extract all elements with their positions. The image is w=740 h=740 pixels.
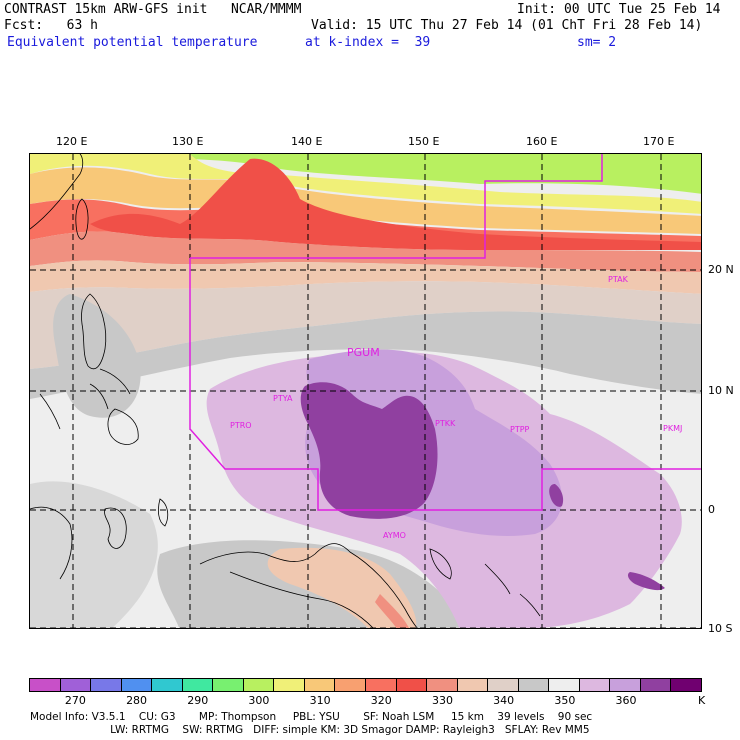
colorbar-swatch bbox=[30, 679, 60, 691]
band-orange bbox=[30, 167, 701, 234]
band-tan bbox=[30, 281, 701, 369]
station-pkmj: PKMJ bbox=[663, 424, 682, 433]
band-yellow bbox=[30, 154, 701, 214]
band-green bbox=[30, 154, 701, 194]
dark-purple-core bbox=[300, 382, 438, 519]
dark-purple-blob-se bbox=[627, 572, 665, 591]
lat-label-10s: 10 S bbox=[708, 622, 733, 635]
colorbar-tick-label: 310 bbox=[309, 694, 331, 707]
sulawesi-coast bbox=[104, 507, 127, 549]
lon-label-120: 120 E bbox=[56, 135, 88, 148]
theta-e-field: PTAK PGUM PTYA PTRO PTKK PTPP PKMJ AYMO bbox=[30, 154, 701, 628]
colorbar-swatch bbox=[242, 679, 274, 691]
station-aymo: AYMO bbox=[383, 531, 406, 540]
mindanao-coast bbox=[107, 408, 139, 445]
lat-label-0: 0 bbox=[708, 503, 715, 516]
lon-label-150: 150 E bbox=[408, 135, 440, 148]
header-forecast-hour: Fcst: 63 h bbox=[4, 18, 98, 33]
colorbar-unit: K bbox=[698, 694, 706, 707]
colorbar-tick-label: 360 bbox=[615, 694, 637, 707]
colorbar-tick-label: 350 bbox=[554, 694, 576, 707]
band-salmon bbox=[30, 231, 701, 272]
colorbar-swatch bbox=[120, 679, 152, 691]
colorbar-tick-label: 280 bbox=[126, 694, 148, 707]
colorbar-swatch bbox=[365, 679, 396, 691]
header-title: CONTRAST 15km ARW-GFS init NCAR/MMMM bbox=[4, 2, 302, 17]
colorbar-swatch bbox=[578, 679, 610, 691]
gray-philippines bbox=[53, 294, 141, 418]
colorbar-swatch bbox=[181, 679, 213, 691]
colorbar-swatch bbox=[334, 679, 366, 691]
colorbar-swatch bbox=[303, 679, 335, 691]
level-index: at k-index = 39 bbox=[305, 35, 431, 50]
colorbar-swatch bbox=[151, 679, 182, 691]
colorbar-swatch bbox=[395, 679, 427, 691]
colorbar-swatch bbox=[212, 679, 243, 691]
smoothing-value: sm= 2 bbox=[577, 35, 617, 50]
map-panel: PTAK PGUM PTYA PTRO PTKK PTPP PKMJ AYMO bbox=[29, 153, 702, 629]
colorbar-swatch bbox=[639, 679, 671, 691]
colorbar-swatch bbox=[487, 679, 518, 691]
header-init-time: Init: 00 UTC Tue 25 Feb 14 bbox=[517, 2, 721, 17]
halmahera-coast bbox=[158, 498, 169, 527]
station-ptkk: PTKK bbox=[435, 419, 456, 428]
colorbar-swatch bbox=[426, 679, 457, 691]
colorbar-tick-label: 330 bbox=[431, 694, 453, 707]
magenta-boundary bbox=[190, 154, 603, 259]
model-info-line1: Model Info: V3.5.1 CU: G3 MP: Thompson P… bbox=[30, 711, 593, 723]
new-britain-coast bbox=[429, 548, 452, 580]
station-ptro: PTRO bbox=[230, 421, 252, 430]
header-valid-time: Valid: 15 UTC Thu 27 Feb 14 (01 ChT Fri … bbox=[311, 18, 703, 33]
station-ptpp: PTPP bbox=[510, 425, 530, 434]
colorbar-tick-label: 320 bbox=[370, 694, 392, 707]
band-gray bbox=[30, 311, 701, 399]
peach-new-guinea bbox=[267, 547, 417, 628]
visayas-coast bbox=[89, 368, 131, 410]
station-pgum: PGUM bbox=[347, 346, 380, 359]
colorbar-swatch bbox=[548, 679, 579, 691]
new-guinea-coast bbox=[199, 543, 418, 628]
coastlines bbox=[30, 154, 541, 628]
lat-lon-grid bbox=[30, 154, 701, 628]
station-ptak: PTAK bbox=[608, 275, 629, 284]
lon-label-160: 160 E bbox=[526, 135, 558, 148]
colorbar-tick-label: 300 bbox=[248, 694, 270, 707]
field-name: Equivalent potential temperature bbox=[7, 35, 258, 50]
band-peach bbox=[30, 260, 701, 294]
salmon-new-guinea bbox=[375, 594, 409, 628]
station-ptya: PTYA bbox=[273, 394, 293, 403]
colorbar-tick-label: 270 bbox=[64, 694, 86, 707]
borneo-coast bbox=[30, 506, 73, 580]
taiwan-coast bbox=[75, 198, 89, 240]
china-coast bbox=[30, 154, 84, 230]
colorbar-swatch bbox=[456, 679, 488, 691]
colorbar-swatch bbox=[59, 679, 91, 691]
lat-label-10n: 10 N bbox=[708, 384, 734, 397]
colorbar-tick-label: 340 bbox=[493, 694, 515, 707]
colorbar-swatch bbox=[517, 679, 549, 691]
dark-purple-blob-east bbox=[549, 484, 564, 507]
palawan-coast bbox=[39, 393, 61, 430]
colorbar bbox=[29, 678, 702, 692]
lon-label-140: 140 E bbox=[291, 135, 323, 148]
lat-label-20n: 20 N bbox=[708, 263, 734, 276]
gray-borneo bbox=[30, 481, 158, 628]
colorbar-tick-label: 290 bbox=[187, 694, 209, 707]
lon-label-130: 130 E bbox=[172, 135, 204, 148]
lon-label-170: 170 E bbox=[643, 135, 675, 148]
colorbar-swatch bbox=[609, 679, 640, 691]
colorbar-swatch bbox=[670, 679, 702, 691]
colorbar-swatch bbox=[273, 679, 304, 691]
colorbar-swatch bbox=[90, 679, 121, 691]
model-info-line2: LW: RRTMG SW: RRTMG DIFF: simple KM: 3D … bbox=[30, 724, 590, 736]
solomon-coast bbox=[484, 563, 541, 617]
luzon-coast bbox=[81, 293, 107, 370]
band-red-hot bbox=[90, 158, 701, 251]
magenta-boundary-south bbox=[189, 258, 701, 511]
